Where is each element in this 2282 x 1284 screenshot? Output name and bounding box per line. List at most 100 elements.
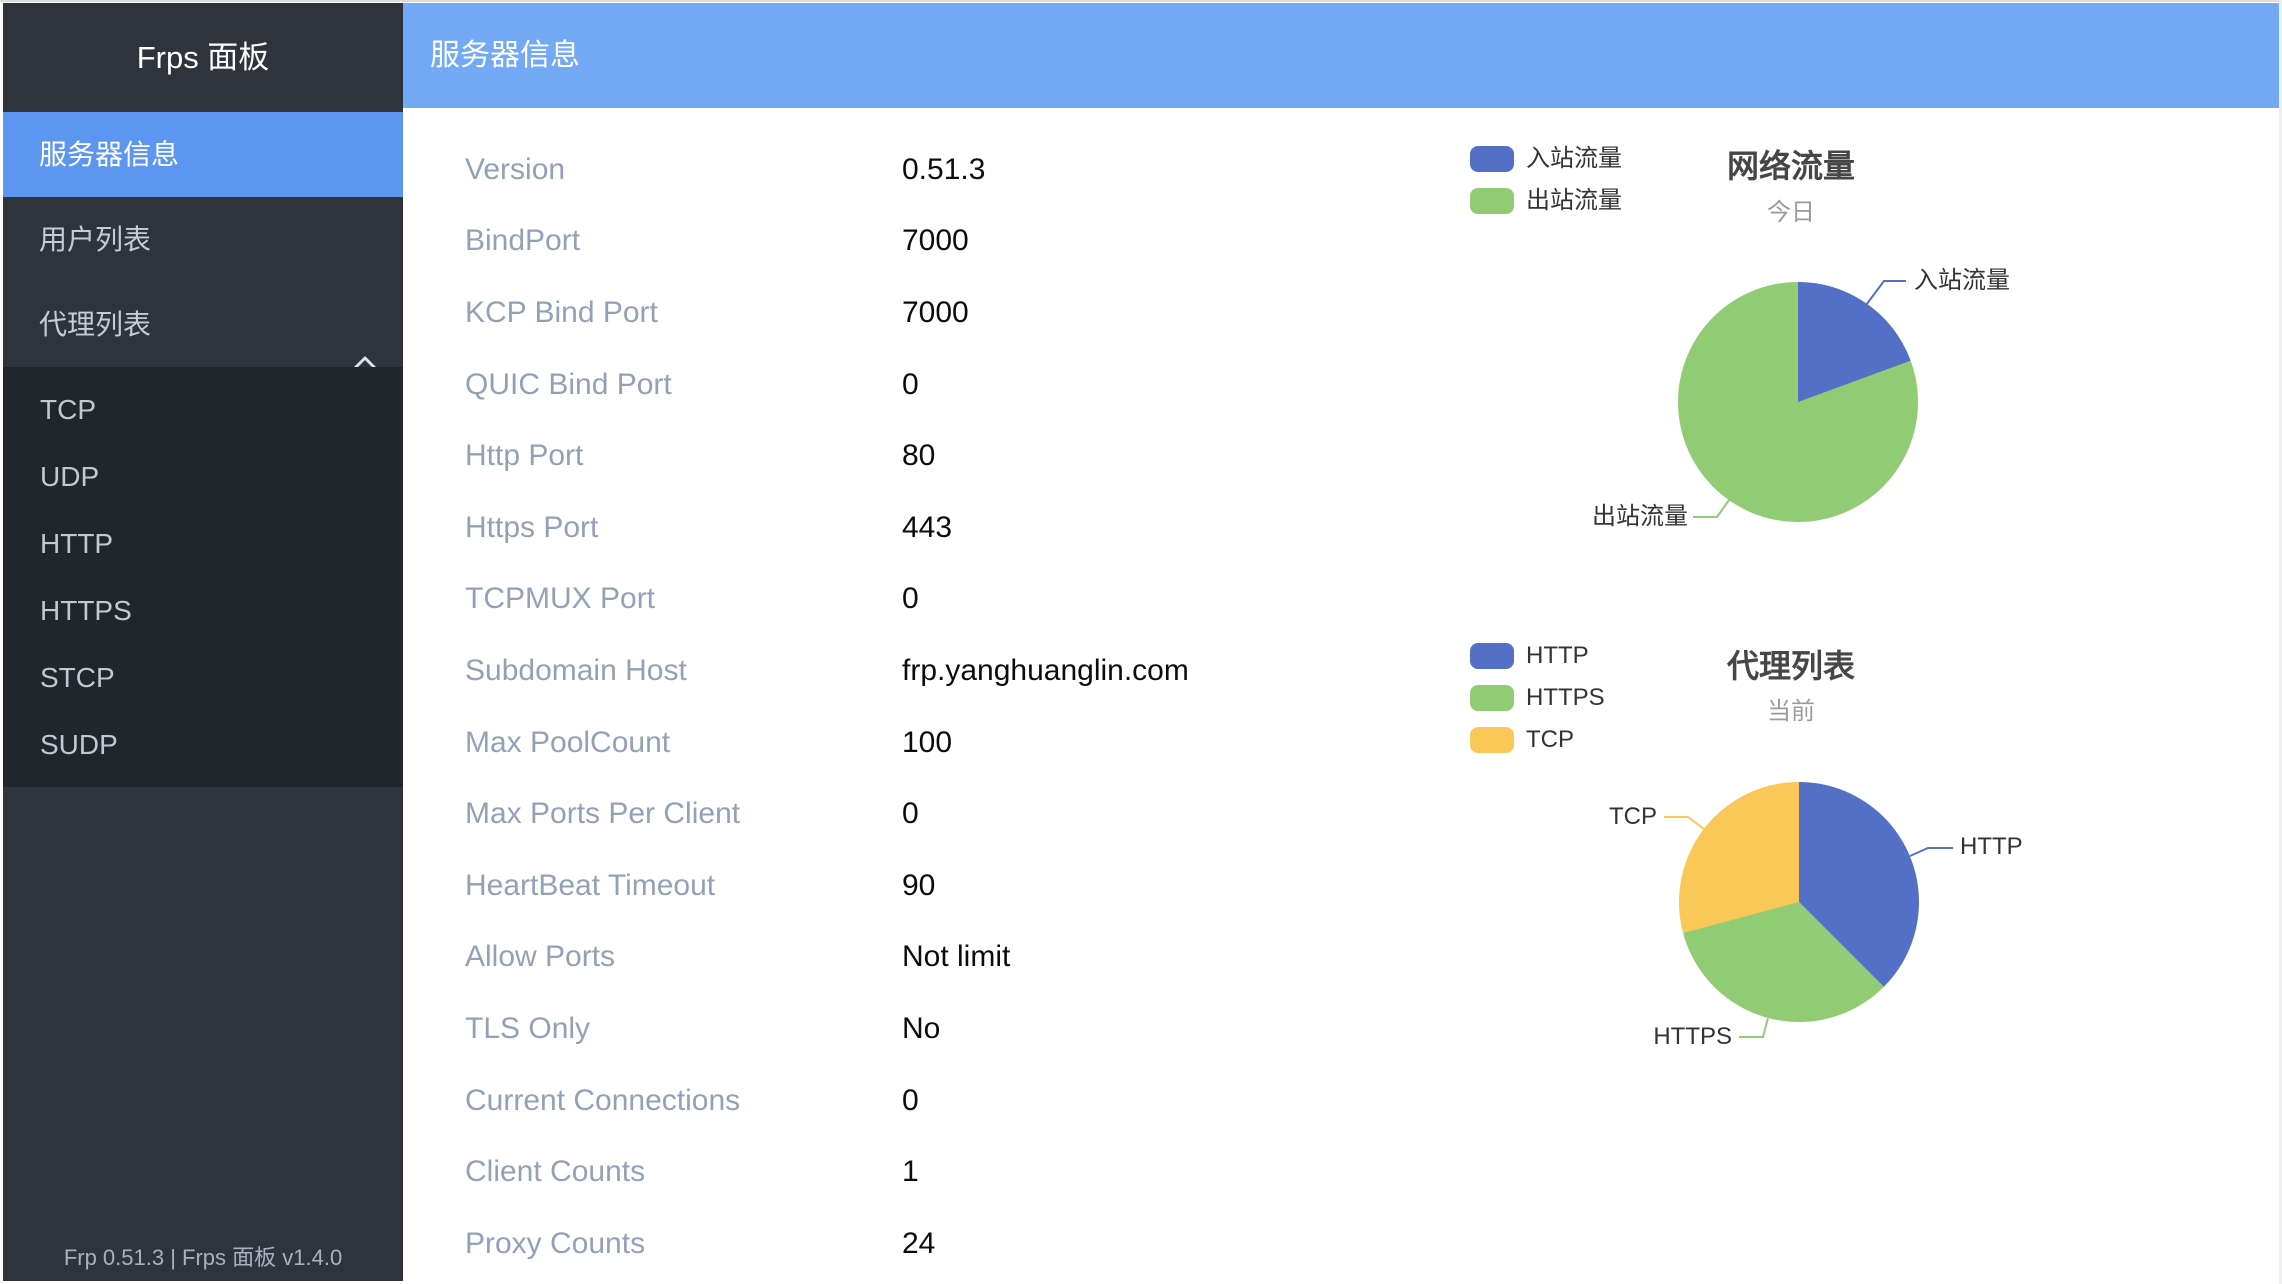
- legend-label: HTTP: [1526, 642, 1589, 669]
- info-row: TCPMUX Port 0: [465, 564, 1465, 636]
- sidebar-item-proxy-list[interactable]: 代理列表: [3, 282, 403, 369]
- legend-label: HTTPS: [1526, 684, 1605, 711]
- traffic-legend: 入站流量 出站流量: [1470, 146, 1622, 230]
- app-title: Frps 面板: [136, 40, 270, 75]
- label-line-outbound: [1693, 499, 1730, 518]
- sidebar-item-user-list[interactable]: 用户列表: [3, 197, 403, 282]
- info-label: KCP Bind Port: [465, 295, 658, 329]
- info-row: BindPort 7000: [465, 206, 1465, 278]
- traffic-chart-title: 网络流量: [1726, 148, 1855, 184]
- proxy-pie-chart[interactable]: [1679, 782, 1919, 1022]
- info-value: 24: [902, 1226, 936, 1260]
- proxy-legend: HTTP HTTPS TCP: [1470, 643, 1605, 769]
- info-value: 7000: [902, 295, 969, 329]
- info-value: 0: [902, 1083, 919, 1117]
- info-row: QUIC Bind Port 0: [465, 349, 1465, 421]
- legend-item-https[interactable]: HTTPS: [1470, 685, 1605, 711]
- info-label: BindPort: [465, 224, 581, 258]
- info-label: Max PoolCount: [465, 725, 671, 759]
- window-right-edge: [2279, 0, 2282, 1284]
- info-label: Http Port: [465, 439, 584, 473]
- pie-label-http: HTTP: [1960, 833, 2023, 860]
- info-label: Subdomain Host: [465, 653, 687, 687]
- info-label: Proxy Counts: [465, 1226, 646, 1260]
- legend-item-http[interactable]: HTTP: [1470, 643, 1605, 669]
- info-row: Client Counts 1: [465, 1136, 1465, 1208]
- info-row: Http Port 80: [465, 420, 1465, 492]
- pie-label-outbound: 出站流量: [1592, 503, 1688, 530]
- submenu-item-tcp[interactable]: TCP: [40, 394, 96, 425]
- info-row: Proxy Counts 24: [465, 1208, 1465, 1280]
- chevron-up-icon: [353, 318, 377, 403]
- info-row: HeartBeat Timeout 90: [465, 850, 1465, 922]
- legend-swatch-icon: [1470, 685, 1514, 711]
- info-label: Client Counts: [465, 1155, 646, 1189]
- info-value: 0: [902, 367, 919, 401]
- window-top-edge: [0, 0, 2282, 2]
- traffic-pie-chart[interactable]: [1678, 282, 1918, 522]
- sidebar-item-label: 用户列表: [39, 224, 152, 255]
- sidebar-item-label: 代理列表: [39, 309, 152, 340]
- legend-item-outbound[interactable]: 出站流量: [1470, 188, 1622, 214]
- server-info-list: Version 0.51.3 BindPort 7000 KCP Bind Port…: [465, 134, 1465, 1280]
- info-value: No: [902, 1011, 941, 1045]
- info-label: TCPMUX Port: [465, 582, 656, 616]
- pie-label-tcp: TCP: [1609, 803, 1657, 830]
- legend-swatch-icon: [1470, 188, 1514, 214]
- info-row: Current Connections 0: [465, 1065, 1465, 1137]
- info-label: TLS Only: [465, 1011, 591, 1045]
- info-label: Https Port: [465, 510, 599, 544]
- info-value: frp.yanghuanglin.com: [902, 653, 1189, 687]
- submenu-item-sudp[interactable]: SUDP: [40, 729, 118, 760]
- proxy-chart-subtitle: 当前: [1767, 698, 1815, 725]
- info-row: Subdomain Host frp.yanghuanglin.com: [465, 635, 1465, 707]
- info-value: 7000: [902, 224, 969, 258]
- info-label: Version: [465, 152, 566, 186]
- info-value: 1: [902, 1155, 919, 1189]
- submenu-item-udp[interactable]: UDP: [40, 461, 100, 492]
- info-value: 0: [902, 582, 919, 616]
- version-footer: Frp 0.51.3 | Frps 面板 v1.4.0: [63, 1245, 343, 1270]
- info-label: Allow Ports: [465, 940, 616, 974]
- legend-swatch-icon: [1470, 643, 1514, 669]
- info-label: Current Connections: [465, 1083, 741, 1117]
- submenu-item-http[interactable]: HTTP: [40, 528, 114, 559]
- info-value: 0: [902, 797, 919, 831]
- label-line-https: [1739, 1017, 1769, 1038]
- submenu-item-https[interactable]: HTTPS: [40, 595, 132, 626]
- info-row: Max PoolCount 100: [465, 707, 1465, 779]
- label-line-http: [1909, 847, 1953, 857]
- info-value: 0.51.3: [902, 152, 986, 186]
- page-title: 服务器信息: [430, 39, 580, 72]
- label-line-inbound: [1865, 280, 1906, 306]
- info-value: Not limit: [902, 940, 1011, 974]
- sidebar: Frps 面板 服务器信息 用户列表 代理列表 TCP UDP HTTP HTT…: [3, 3, 403, 1281]
- info-label: Max Ports Per Client: [465, 797, 741, 831]
- legend-label: 出站流量: [1526, 187, 1622, 214]
- info-label: HeartBeat Timeout: [465, 868, 716, 902]
- info-row: KCP Bind Port 7000: [465, 277, 1465, 349]
- info-row: Allow Ports Not limit: [465, 922, 1465, 994]
- info-row: Max Ports Per Client 0: [465, 778, 1465, 850]
- label-line-tcp: [1664, 816, 1705, 830]
- pie-label-https: HTTPS: [1653, 1023, 1732, 1050]
- legend-label: 入站流量: [1526, 145, 1622, 172]
- legend-label: TCP: [1526, 726, 1574, 753]
- submenu-item-stcp[interactable]: STCP: [40, 662, 115, 693]
- info-label: QUIC Bind Port: [465, 367, 672, 401]
- info-value: 443: [902, 510, 953, 544]
- legend-item-inbound[interactable]: 入站流量: [1470, 146, 1622, 172]
- info-value: 80: [902, 439, 936, 473]
- info-value: 100: [902, 725, 953, 759]
- info-value: 90: [902, 868, 936, 902]
- info-row: Version 0.51.3: [465, 134, 1465, 206]
- sidebar-item-label: 服务器信息: [39, 139, 180, 170]
- info-row: Https Port 443: [465, 492, 1465, 564]
- proxy-submenu: TCP UDP HTTP HTTPS STCP SUDP: [3, 367, 403, 787]
- pie-label-inbound: 入站流量: [1914, 267, 2010, 294]
- sidebar-item-server-info[interactable]: 服务器信息: [3, 112, 403, 197]
- legend-item-tcp[interactable]: TCP: [1470, 727, 1605, 753]
- info-row: TLS Only No: [465, 993, 1465, 1065]
- legend-swatch-icon: [1470, 727, 1514, 753]
